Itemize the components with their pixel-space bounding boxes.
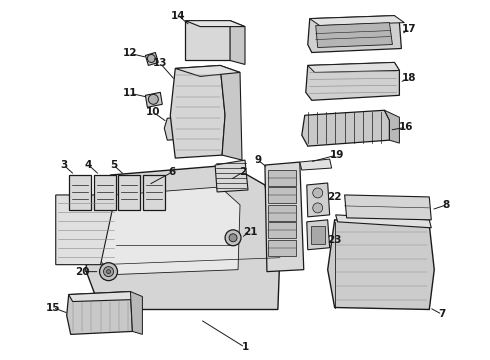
Polygon shape — [215, 160, 248, 192]
Bar — [119, 175, 141, 210]
Circle shape — [225, 230, 241, 246]
Polygon shape — [308, 15, 401, 53]
Text: 3: 3 — [60, 160, 67, 170]
Polygon shape — [69, 292, 134, 302]
Bar — [144, 175, 165, 210]
Polygon shape — [195, 116, 205, 142]
Polygon shape — [185, 21, 245, 27]
Bar — [268, 188, 296, 203]
Text: 11: 11 — [123, 88, 138, 98]
Bar — [268, 170, 296, 186]
Polygon shape — [164, 116, 198, 140]
Polygon shape — [307, 220, 330, 250]
Polygon shape — [328, 220, 434, 310]
Polygon shape — [175, 66, 240, 76]
Polygon shape — [385, 110, 399, 143]
Bar — [69, 175, 91, 210]
Bar — [185, 21, 230, 60]
Bar — [268, 222, 296, 238]
Circle shape — [148, 94, 158, 104]
Bar — [268, 205, 296, 221]
Text: 21: 21 — [243, 227, 257, 237]
Text: 1: 1 — [242, 342, 248, 352]
Polygon shape — [308, 62, 399, 72]
Bar — [268, 240, 296, 256]
Circle shape — [313, 188, 323, 198]
Polygon shape — [146, 92, 162, 107]
Circle shape — [103, 267, 114, 276]
Text: 10: 10 — [146, 107, 161, 117]
Text: 8: 8 — [442, 200, 450, 210]
Polygon shape — [300, 159, 332, 170]
Bar — [311, 226, 325, 244]
Text: 20: 20 — [75, 267, 90, 276]
Polygon shape — [130, 292, 143, 334]
Polygon shape — [306, 62, 399, 100]
Text: 9: 9 — [254, 155, 262, 165]
Polygon shape — [336, 215, 431, 228]
Bar — [94, 175, 116, 210]
Text: 6: 6 — [169, 167, 176, 177]
Text: 17: 17 — [402, 24, 416, 33]
Text: 16: 16 — [399, 122, 414, 132]
Polygon shape — [86, 165, 280, 310]
Text: 23: 23 — [327, 235, 342, 245]
Text: 4: 4 — [85, 160, 92, 170]
Polygon shape — [265, 162, 304, 272]
Circle shape — [313, 203, 323, 213]
Polygon shape — [98, 187, 240, 275]
Polygon shape — [67, 292, 132, 334]
Polygon shape — [56, 195, 116, 265]
Polygon shape — [302, 110, 390, 146]
Circle shape — [106, 270, 111, 274]
Polygon shape — [220, 66, 242, 160]
Polygon shape — [316, 23, 392, 48]
Text: 2: 2 — [240, 167, 246, 177]
Text: 13: 13 — [153, 58, 168, 68]
Circle shape — [229, 234, 237, 242]
Text: 7: 7 — [439, 310, 446, 319]
Text: 19: 19 — [329, 150, 344, 160]
Polygon shape — [310, 15, 404, 26]
Polygon shape — [230, 21, 245, 64]
Circle shape — [99, 263, 118, 280]
Text: 18: 18 — [402, 73, 416, 84]
Text: 12: 12 — [123, 49, 138, 58]
Text: 15: 15 — [46, 302, 60, 312]
Polygon shape — [307, 183, 330, 217]
Polygon shape — [146, 53, 158, 66]
Polygon shape — [344, 195, 431, 220]
Circle shape — [147, 54, 155, 62]
Text: 14: 14 — [171, 11, 186, 21]
Text: 5: 5 — [110, 160, 117, 170]
Polygon shape — [171, 66, 225, 158]
Text: 22: 22 — [327, 192, 342, 202]
